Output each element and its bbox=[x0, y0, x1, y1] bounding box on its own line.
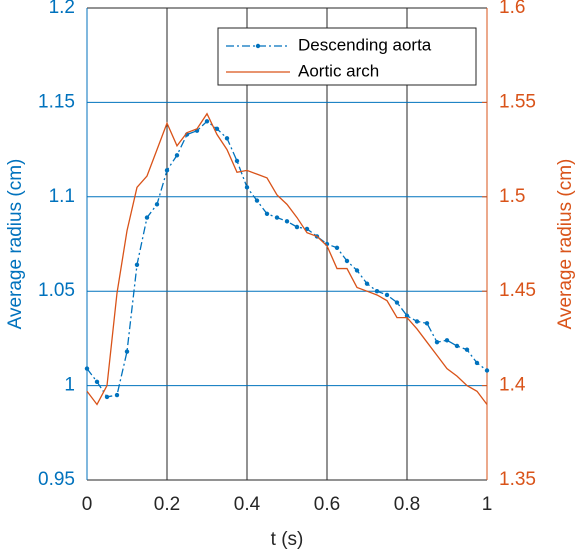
data-point bbox=[464, 347, 470, 352]
y-tick-label: 1.2 bbox=[49, 0, 75, 18]
data-point bbox=[294, 224, 300, 230]
data-point bbox=[154, 202, 160, 207]
data-point bbox=[334, 245, 340, 250]
data-point bbox=[384, 292, 390, 298]
legend-label: Aortic arch bbox=[298, 61, 379, 80]
x-tick-label: 0.2 bbox=[154, 494, 180, 515]
data-point bbox=[104, 394, 110, 400]
plot-area bbox=[87, 8, 487, 480]
data-point bbox=[444, 338, 450, 343]
data-point bbox=[254, 198, 260, 203]
data-point bbox=[114, 392, 120, 398]
x-tick-label: 0 bbox=[82, 494, 93, 515]
data-point bbox=[244, 185, 250, 190]
y2-tick-label: 1.6 bbox=[499, 0, 525, 18]
x-tick-label: 1 bbox=[482, 494, 493, 515]
data-point bbox=[354, 268, 360, 273]
data-point bbox=[434, 339, 440, 345]
data-point bbox=[214, 126, 220, 132]
y-tick-label: 0.95 bbox=[38, 469, 75, 490]
data-point bbox=[454, 343, 460, 349]
y-tick-label: 1.15 bbox=[38, 91, 75, 112]
y2-tick-label: 1.35 bbox=[499, 469, 536, 490]
data-point bbox=[234, 158, 240, 164]
series-line bbox=[86, 112, 488, 406]
y-tick-label: 1.1 bbox=[49, 186, 75, 207]
data-point bbox=[484, 368, 490, 373]
y-axis-label: Average radius (cm) bbox=[5, 159, 26, 330]
data-point bbox=[164, 168, 170, 173]
data-point bbox=[224, 136, 230, 141]
data-point bbox=[144, 215, 150, 220]
data-point bbox=[84, 366, 90, 371]
y2-tick-label: 1.45 bbox=[499, 280, 536, 301]
data-point bbox=[124, 349, 130, 354]
x-axis-label: t (s) bbox=[271, 529, 304, 550]
data-point bbox=[424, 321, 430, 326]
data-point bbox=[174, 153, 180, 158]
data-point bbox=[404, 313, 410, 318]
legend-label: Descending aorta bbox=[298, 35, 432, 54]
y2-axis-label: Average radius (cm) bbox=[555, 159, 576, 330]
x-tick-label: 0.4 bbox=[234, 494, 261, 515]
data-point bbox=[204, 119, 210, 124]
data-point bbox=[94, 379, 100, 385]
y2-tick-label: 1.55 bbox=[499, 91, 536, 112]
data-point bbox=[274, 215, 280, 220]
y2-tick-label: 1.4 bbox=[499, 375, 526, 396]
x-tick-label: 0.8 bbox=[394, 494, 420, 515]
data-point bbox=[474, 360, 480, 366]
data-point bbox=[344, 258, 350, 264]
data-point bbox=[414, 319, 420, 324]
data-point bbox=[284, 219, 290, 224]
y-tick-label: 1 bbox=[64, 375, 75, 396]
data-point bbox=[374, 289, 380, 294]
y2-tick-label: 1.5 bbox=[499, 186, 525, 207]
x-tick-label: 0.6 bbox=[314, 494, 340, 515]
data-point bbox=[364, 281, 370, 286]
y-tick-label: 1.05 bbox=[38, 280, 75, 301]
legend-marker bbox=[255, 43, 261, 49]
data-point bbox=[264, 211, 270, 216]
data-point bbox=[134, 262, 140, 267]
legend-box bbox=[217, 27, 477, 86]
data-point bbox=[394, 300, 400, 305]
